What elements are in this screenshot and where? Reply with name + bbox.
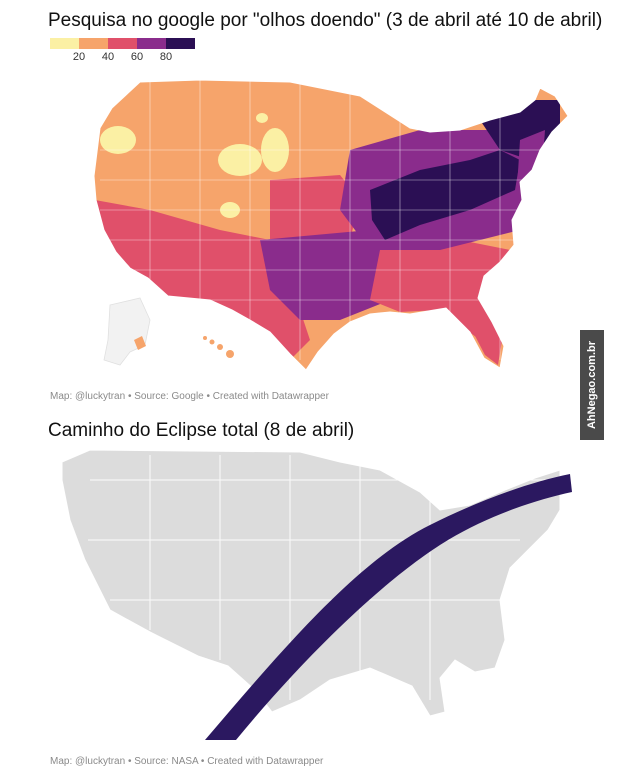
site-watermark: AhNegao.com.br: [580, 330, 604, 440]
legend-swatch-4: [137, 38, 166, 49]
legend-swatch-3: [108, 38, 137, 49]
legend-tick-80: 80: [159, 51, 173, 63]
legend-ticks: 20 40 60 80: [50, 49, 195, 63]
eclipse-path-map: [61, 449, 572, 740]
color-legend: 20 40 60 80: [50, 38, 195, 63]
legend-swatch-2: [79, 38, 108, 49]
watermark-text: AhNegao.com.br: [586, 340, 599, 430]
eclipse-totality-path: [205, 474, 572, 740]
legend-tick-60: 60: [130, 51, 144, 63]
legend-tick-20: 20: [72, 51, 86, 63]
legend-tick-40: 40: [101, 51, 115, 63]
alaska-shape: [103, 297, 151, 366]
us-choropleth-map: [93, 79, 569, 371]
search-map-title: Pesquisa no google por "olhos doendo" (3…: [48, 10, 603, 31]
us-outline-gray: [61, 449, 561, 717]
legend-swatch-5: [166, 38, 195, 49]
eclipse-map-title: Caminho do Eclipse total (8 de abril): [48, 420, 355, 441]
search-map-credit: Map: @luckytran • Source: Google • Creat…: [50, 391, 329, 402]
hawaii-shape: [203, 336, 234, 358]
eclipse-map-credit: Map: @luckytran • Source: NASA • Created…: [50, 756, 324, 767]
legend-bar: [50, 38, 195, 49]
legend-swatch-1: [50, 38, 79, 49]
